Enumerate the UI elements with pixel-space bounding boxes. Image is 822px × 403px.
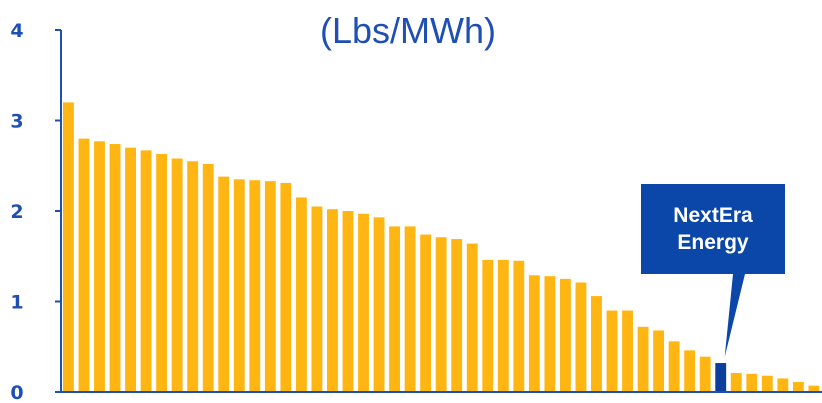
callout-line-2: Energy bbox=[677, 231, 749, 254]
bar bbox=[280, 182, 292, 392]
bars bbox=[63, 102, 820, 393]
bar bbox=[761, 375, 773, 392]
bar bbox=[404, 226, 416, 392]
bar bbox=[202, 163, 214, 392]
y-tick-label: 0 bbox=[10, 382, 23, 403]
callout-line-1: NextEra bbox=[673, 204, 753, 227]
bar bbox=[591, 296, 602, 392]
bar bbox=[653, 330, 665, 392]
bar bbox=[218, 176, 230, 392]
chart-title: (Lbs/MWh) bbox=[320, 10, 496, 51]
bar bbox=[342, 211, 354, 392]
bar bbox=[792, 382, 804, 392]
bar bbox=[559, 278, 571, 393]
bar bbox=[730, 373, 742, 392]
bar bbox=[420, 234, 432, 392]
bar bbox=[746, 373, 758, 392]
bar bbox=[373, 217, 385, 392]
bar bbox=[171, 158, 183, 392]
bar bbox=[808, 385, 820, 392]
bar bbox=[637, 326, 649, 392]
bar bbox=[699, 356, 711, 392]
bar bbox=[466, 243, 478, 392]
bar bbox=[109, 144, 121, 392]
bar bbox=[777, 378, 789, 392]
y-axis: 0 1 2 3 4 bbox=[10, 20, 822, 403]
y-tick-label: 1 bbox=[10, 292, 23, 314]
bar bbox=[389, 226, 401, 392]
bar-highlight bbox=[715, 363, 727, 392]
bar bbox=[513, 260, 525, 392]
bar bbox=[497, 259, 509, 392]
bar bbox=[358, 213, 369, 392]
nextera-energy-callout: NextEra Energy bbox=[641, 184, 785, 357]
bar bbox=[63, 102, 74, 393]
bar bbox=[482, 259, 494, 392]
bar bbox=[606, 310, 618, 392]
bar bbox=[78, 138, 90, 392]
bar bbox=[451, 239, 463, 392]
y-tick-label: 2 bbox=[10, 201, 23, 223]
bar bbox=[264, 181, 276, 392]
bar bbox=[140, 150, 152, 392]
bar bbox=[528, 275, 540, 392]
bar bbox=[125, 147, 136, 392]
y-tick-label: 3 bbox=[10, 111, 23, 133]
bar bbox=[295, 197, 307, 392]
bar bbox=[233, 179, 245, 392]
bar bbox=[156, 153, 168, 392]
bar bbox=[187, 161, 199, 392]
bar bbox=[311, 206, 323, 392]
callout-box bbox=[641, 184, 785, 357]
bar bbox=[575, 282, 587, 392]
bar bbox=[544, 276, 556, 392]
bar bbox=[327, 209, 338, 392]
y-tick-label: 4 bbox=[10, 20, 23, 42]
bar bbox=[668, 341, 680, 392]
bar bbox=[684, 350, 696, 392]
bar bbox=[94, 141, 105, 392]
bar bbox=[249, 180, 261, 392]
bar bbox=[435, 237, 447, 392]
bar bbox=[622, 310, 633, 392]
